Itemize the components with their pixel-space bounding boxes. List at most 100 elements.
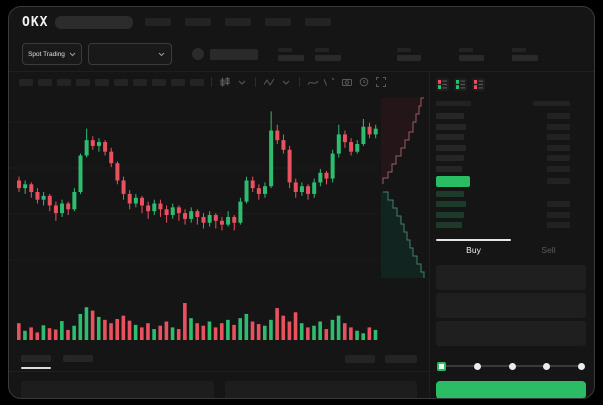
stat-label — [397, 47, 411, 52]
orderbook-ask-row[interactable] — [436, 123, 570, 130]
amount-percent-slider[interactable] — [437, 357, 585, 375]
ticker-stats — [258, 47, 538, 61]
stat-value — [459, 54, 484, 61]
chart-section — [9, 72, 429, 398]
tab-sell[interactable]: Sell — [541, 245, 556, 255]
price-placeholder — [436, 155, 464, 161]
orderbook-trade-panel: Buy Sell — [429, 72, 594, 398]
timeframe-button[interactable] — [76, 78, 90, 86]
toolbar-divider — [299, 77, 300, 87]
chevron-down-icon — [69, 52, 76, 56]
order-input-field[interactable] — [436, 321, 586, 346]
orderbook-asks-icon[interactable] — [472, 78, 485, 91]
orderbook-bids — [436, 190, 586, 228]
fullscreen-icon[interactable] — [375, 76, 387, 88]
orders-action-button[interactable] — [345, 354, 375, 363]
line-tool-icon[interactable] — [307, 76, 319, 88]
ticker-bar: Spot Trading — [9, 37, 594, 71]
orderbook-bid-row[interactable] — [436, 190, 570, 197]
orderbook-ask-row[interactable] — [436, 144, 570, 151]
indicators-icon[interactable] — [263, 76, 275, 88]
timeframe-button[interactable] — [95, 78, 109, 86]
camera-icon[interactable] — [341, 76, 353, 88]
amount-placeholder — [547, 222, 570, 228]
orderbook-bid-row[interactable] — [436, 222, 570, 228]
stat-label — [512, 47, 526, 52]
nav-item[interactable] — [305, 18, 332, 26]
slider-stop-dot[interactable] — [508, 362, 516, 370]
price-column-header — [436, 101, 471, 106]
toolbar-divider — [211, 77, 212, 87]
timeframe-button[interactable] — [152, 78, 166, 86]
orders-tab[interactable] — [21, 355, 51, 369]
orderbook-bid-row[interactable] — [436, 201, 570, 207]
order-input-field[interactable] — [436, 265, 586, 290]
tab-buy[interactable]: Buy — [466, 245, 481, 255]
chevron-down-icon[interactable] — [280, 76, 292, 88]
orderbook-ask-row[interactable] — [436, 165, 570, 172]
stat-value — [278, 54, 304, 61]
orders-panels — [9, 372, 429, 398]
orderbook-bid-row[interactable] — [436, 211, 570, 218]
nav-item[interactable] — [265, 18, 292, 26]
amount-placeholder — [547, 123, 570, 130]
toolbar-divider — [255, 77, 256, 87]
timeframe-button[interactable] — [19, 78, 33, 86]
pair-selector-dropdown[interactable] — [88, 43, 172, 65]
orderbook-split-icon[interactable] — [436, 78, 449, 91]
timeframe-button[interactable] — [57, 78, 71, 86]
depth-chart — [381, 97, 425, 278]
chevron-down-icon[interactable] — [236, 76, 248, 88]
slider-handle[interactable] — [437, 361, 446, 371]
price-placeholder — [436, 165, 462, 172]
price-placeholder — [436, 113, 464, 119]
slider-stops — [437, 361, 585, 371]
nav-item[interactable] — [145, 18, 172, 26]
orderbook-header — [436, 101, 586, 106]
last-price-highlight[interactable] — [436, 175, 470, 187]
timeframe-button[interactable] — [190, 78, 204, 86]
timeframe-button[interactable] — [133, 78, 147, 86]
slider-stop-dot[interactable] — [543, 362, 551, 370]
active-tab-indicator — [436, 239, 511, 241]
spot-trading-label: Spot Trading — [28, 50, 65, 58]
order-input-field[interactable] — [436, 293, 586, 318]
amount-placeholder — [547, 178, 570, 184]
nav-item[interactable] — [185, 18, 212, 26]
price-placeholder — [436, 190, 464, 197]
slider-stop-dot[interactable] — [473, 362, 481, 370]
slider-stop-dot[interactable] — [578, 362, 585, 370]
orders-empty-panel — [21, 381, 214, 398]
buy-submit-button[interactable] — [436, 381, 586, 398]
app-window: OKX Spot Trading — [8, 6, 595, 399]
price-placeholder — [436, 201, 466, 207]
chevron-down-icon — [158, 52, 165, 56]
search-input[interactable] — [55, 15, 134, 29]
candlestick-chart[interactable] — [9, 92, 429, 288]
orderbook-ask-row[interactable] — [436, 113, 570, 119]
settings-icon[interactable] — [358, 76, 370, 88]
timeframe-button[interactable] — [38, 78, 52, 86]
orderbook-ask-row[interactable] — [436, 155, 570, 161]
spot-trading-button[interactable]: Spot Trading — [22, 43, 82, 65]
price-placeholder — [436, 134, 464, 140]
top-nav-bar: OKX — [9, 7, 594, 37]
draw-icon[interactable] — [324, 76, 336, 88]
nav-item[interactable] — [225, 18, 252, 26]
orderbook-ask-row[interactable] — [436, 134, 570, 140]
amount-placeholder — [547, 144, 570, 151]
price-chart-area[interactable] — [9, 92, 429, 288]
orders-tab[interactable] — [63, 355, 93, 362]
amount-placeholder — [547, 165, 570, 172]
candle-style-icon[interactable] — [219, 76, 231, 88]
timeframe-button[interactable] — [114, 78, 128, 86]
price-placeholder — [436, 211, 464, 218]
orderbook-asks — [436, 113, 586, 172]
orderbook-bids-icon[interactable] — [454, 78, 467, 91]
ticker-stat — [459, 47, 484, 61]
orders-action-button[interactable] — [385, 354, 417, 363]
okx-logo[interactable]: OKX — [22, 14, 49, 30]
orders-history-tabs — [9, 346, 429, 372]
amount-placeholder — [547, 134, 570, 140]
timeframe-button[interactable] — [171, 78, 185, 86]
